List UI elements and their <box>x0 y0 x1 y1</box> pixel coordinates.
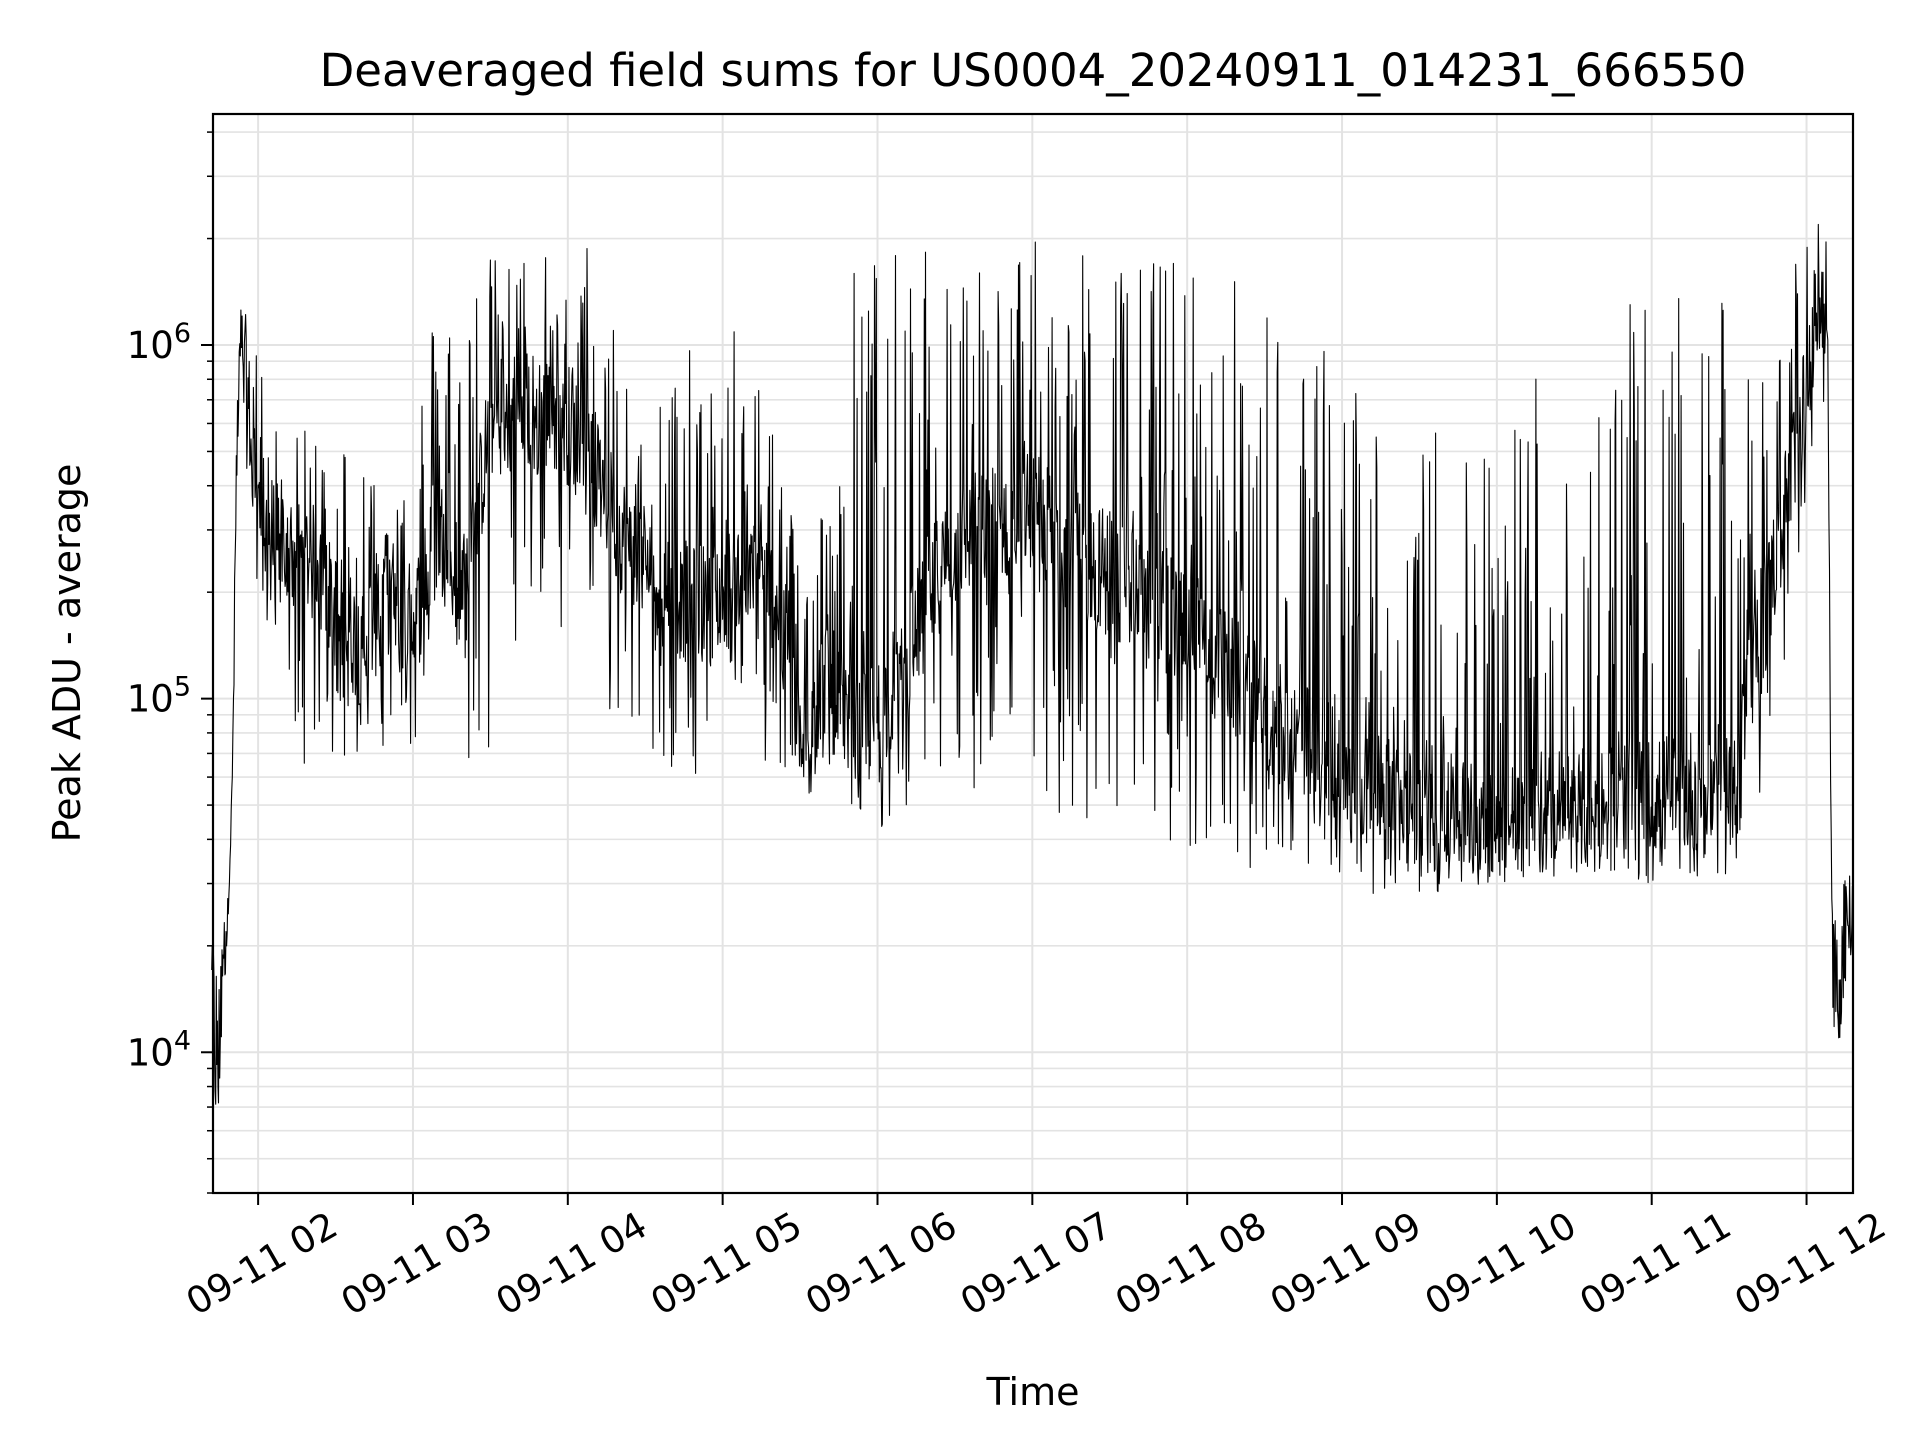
data-layer <box>211 223 1854 1105</box>
y-tick-label: 106 <box>127 318 191 367</box>
y-tick-label: 104 <box>127 1025 191 1074</box>
x-tick-label: 09-11 06 <box>798 1204 964 1324</box>
x-tick-label: 09-11 12 <box>1727 1204 1893 1324</box>
x-tick-label: 09-11 02 <box>179 1204 345 1324</box>
x-tick-label: 09-11 04 <box>489 1204 655 1324</box>
grid <box>213 114 1853 1194</box>
y-axis: 104 105 106 <box>127 131 213 1194</box>
x-tick-label: 09-11 11 <box>1573 1204 1739 1324</box>
x-tick-label: 09-11 08 <box>1108 1204 1274 1324</box>
x-tick-label: 09-11 05 <box>644 1204 810 1324</box>
chart-title: Deaveraged field sums for US0004_2024091… <box>320 44 1747 97</box>
x-tick-label: 09-11 09 <box>1263 1204 1429 1324</box>
x-axis-label: Time <box>986 1370 1080 1414</box>
x-tick-label: 09-11 03 <box>334 1204 500 1324</box>
series-line <box>211 223 1854 1105</box>
y-axis-label: Peak ADU - average <box>45 464 89 843</box>
y-tick-label: 105 <box>127 672 191 721</box>
x-tick-label: 09-11 07 <box>953 1204 1119 1324</box>
x-tick-label: 09-11 10 <box>1418 1204 1584 1324</box>
